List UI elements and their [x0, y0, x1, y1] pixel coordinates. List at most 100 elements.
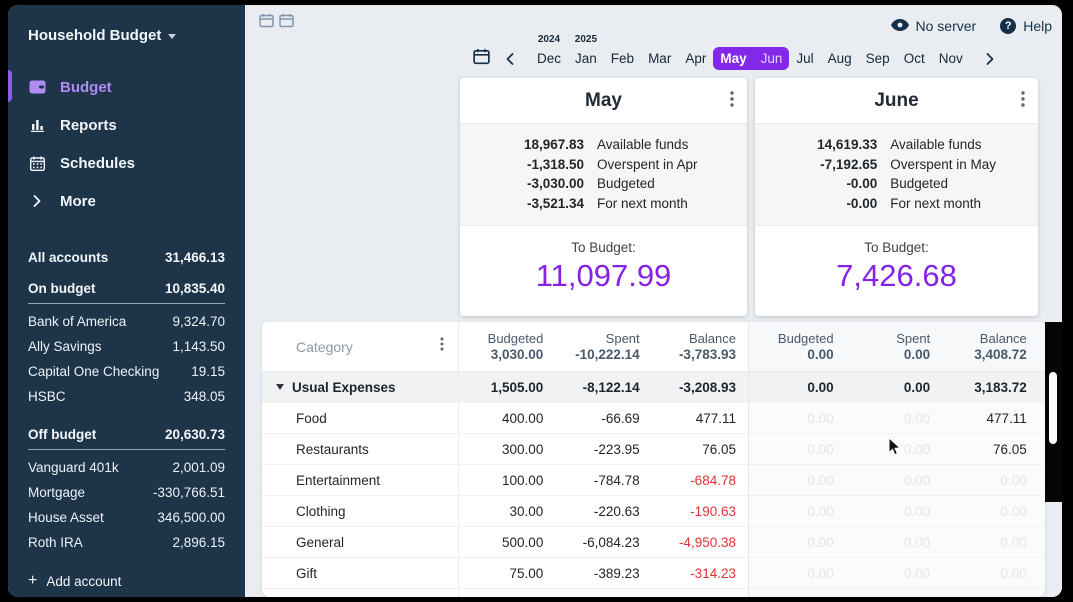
month-button[interactable]: Dec 2024 — [530, 34, 568, 70]
budget-cell[interactable]: 0.00 — [807, 565, 834, 581]
server-status[interactable]: No server — [890, 18, 976, 34]
month-button[interactable]: Feb — [604, 47, 641, 70]
budget-cell[interactable]: -684.78 — [690, 472, 736, 488]
budget-cell[interactable]: 477.11 — [695, 410, 736, 426]
budget-cell[interactable]: -190.63 — [690, 503, 736, 519]
account-group-header[interactable]: On budget 10,835.40 — [28, 281, 225, 304]
account-group-header[interactable]: Off budget 20,630.73 — [28, 427, 225, 450]
budget-cell[interactable]: 0.00 — [903, 565, 931, 581]
sidebar-item-label: Schedules — [60, 154, 136, 172]
budget-cell[interactable]: 0.00 — [807, 503, 834, 519]
budget-cell[interactable]: 0.00 — [903, 441, 931, 457]
budget-cell[interactable]: 100.00 — [502, 472, 544, 488]
budget-cell[interactable]: 0.00 — [807, 534, 834, 550]
budget-cell[interactable]: 0.00 — [1000, 534, 1027, 550]
budget-cell[interactable]: 76.05 — [992, 441, 1027, 457]
budget-cell[interactable]: -314.23 — [690, 565, 736, 581]
budget-cell[interactable]: 75.00 — [509, 565, 544, 581]
month-button[interactable]: Jun — [753, 47, 790, 70]
budget-cell[interactable]: -389.23 — [593, 565, 640, 581]
month-button[interactable]: May — [713, 47, 754, 70]
category-row[interactable]: Clothing 30.00 -220.63 -190.63 0.00 0.00 0.00 — [262, 496, 1045, 527]
budget-cell[interactable]: -3,208.93 — [678, 379, 736, 395]
two-month-view-icon[interactable] — [279, 13, 294, 33]
account-row[interactable]: House Asset 346,500.00 — [28, 505, 225, 530]
collapse-triangle-icon[interactable] — [276, 384, 284, 390]
budget-cell[interactable]: 0.00 — [903, 472, 931, 488]
budget-cell[interactable]: 300.00 — [502, 441, 544, 457]
account-row[interactable]: Ally Savings 1,143.50 — [28, 334, 225, 359]
account-row[interactable]: Vanguard 401k 2,001.09 — [28, 455, 225, 480]
category-name-cell[interactable]: Gift — [262, 558, 458, 588]
category-row[interactable]: General 500.00 -6,084.23 -4,950.38 0.00 0.00 0… — [262, 527, 1045, 558]
budget-cell[interactable]: 0.00 — [807, 441, 834, 457]
all-accounts-row[interactable]: All accounts 31,466.13 — [28, 250, 225, 265]
month-button[interactable]: Mar — [641, 47, 678, 70]
budget-cell[interactable]: -223.95 — [593, 441, 640, 457]
month-button[interactable]: Jul — [789, 47, 820, 70]
month-button[interactable]: Sep — [859, 47, 897, 70]
sidebar-item-schedules[interactable]: Schedules — [28, 144, 225, 182]
account-row[interactable]: Bank of America 9,324.70 — [28, 309, 225, 334]
category-row[interactable]: Food 400.00 -66.69 477.11 0.00 0.00 477.11 — [262, 403, 1045, 434]
scrollbar-thumb[interactable] — [1049, 372, 1057, 444]
budget-cell[interactable]: 0.00 — [903, 534, 931, 550]
category-row[interactable]: Restaurants 300.00 -223.95 76.05 0.00 0.00 76.… — [262, 434, 1045, 465]
category-name-cell[interactable]: General — [262, 527, 458, 557]
account-row[interactable]: Capital One Checking 19.15 — [28, 359, 225, 384]
next-month-button[interactable] — [982, 52, 998, 65]
budget-cell[interactable]: 0.00 — [807, 410, 834, 426]
category-row[interactable]: Entertainment 100.00 -784.78 -684.78 0.00 0.0… — [262, 465, 1045, 496]
account-row[interactable]: Roth IRA 2,896.15 — [28, 530, 225, 555]
kebab-menu-icon[interactable] — [440, 337, 444, 356]
sidebar-item-budget[interactable]: Budget — [8, 68, 225, 106]
budget-cell[interactable]: -8,122.14 — [582, 379, 640, 395]
to-budget-amount[interactable]: 7,426.68 — [836, 258, 957, 293]
budget-cell[interactable]: 3,183.72 — [974, 379, 1027, 395]
kebab-menu-icon[interactable] — [730, 91, 734, 112]
budget-cell[interactable]: 0.00 — [1000, 472, 1027, 488]
budget-cell[interactable]: 0.00 — [903, 503, 931, 519]
account-row[interactable]: HSBC 348.05 — [28, 384, 225, 409]
budget-file-switcher[interactable]: Household Budget — [28, 27, 225, 44]
budget-cell[interactable]: 0.00 — [903, 379, 931, 395]
budget-cell[interactable]: 30.00 — [509, 503, 544, 519]
category-name-cell[interactable]: Usual Expenses — [262, 372, 458, 402]
month-button[interactable]: Apr — [678, 47, 713, 70]
budget-cell[interactable]: -6,084.23 — [582, 534, 640, 550]
budget-cell[interactable]: 76.05 — [702, 441, 736, 457]
budget-cell[interactable]: -66.69 — [601, 410, 640, 426]
budget-cell[interactable]: 0.00 — [807, 379, 834, 395]
one-month-view-icon[interactable] — [259, 13, 274, 33]
category-name-cell[interactable]: Entertainment — [262, 465, 458, 495]
budget-cell[interactable]: -784.78 — [593, 472, 640, 488]
to-budget-amount[interactable]: 11,097.99 — [535, 258, 672, 293]
budget-cell[interactable]: 0.00 — [903, 410, 931, 426]
month-button[interactable]: Oct — [897, 47, 932, 70]
budget-cell[interactable]: -4,950.38 — [678, 534, 736, 550]
category-name-cell[interactable]: Food — [262, 403, 458, 433]
add-account-button[interactable]: + Add account — [28, 573, 225, 589]
budget-cell[interactable]: 0.00 — [1000, 565, 1027, 581]
sidebar-item-more[interactable]: More — [28, 182, 225, 220]
month-button[interactable]: Nov — [932, 47, 970, 70]
budget-cell[interactable]: 0.00 — [1000, 503, 1027, 519]
month-button[interactable]: Jan 2025 — [568, 34, 604, 70]
budget-cell[interactable]: 0.00 — [807, 472, 834, 488]
month-button[interactable]: Aug — [821, 47, 859, 70]
previous-month-button[interactable] — [502, 52, 518, 65]
category-group-row[interactable]: Usual Expenses 1,505.00 -8,122.14 -3,208.93… — [262, 372, 1045, 403]
budget-cell[interactable]: 1,505.00 — [490, 379, 544, 395]
budget-cell[interactable]: -220.63 — [593, 503, 640, 519]
category-name-cell[interactable]: Clothing — [262, 496, 458, 526]
account-row[interactable]: Mortgage -330,766.51 — [28, 480, 225, 505]
help-button[interactable]: ? Help — [1000, 18, 1052, 34]
kebab-menu-icon[interactable] — [1021, 91, 1025, 112]
month-picker-calendar-icon[interactable] — [473, 48, 490, 70]
budget-cell[interactable]: 500.00 — [502, 534, 544, 550]
budget-cell[interactable]: 477.11 — [986, 410, 1027, 426]
category-name-cell[interactable]: Restaurants — [262, 434, 458, 464]
category-row[interactable]: Gift 75.00 -389.23 -314.23 0.00 0.00 0.00 — [262, 558, 1045, 589]
budget-cell[interactable]: 400.00 — [502, 410, 544, 426]
sidebar-item-reports[interactable]: Reports — [28, 106, 225, 144]
